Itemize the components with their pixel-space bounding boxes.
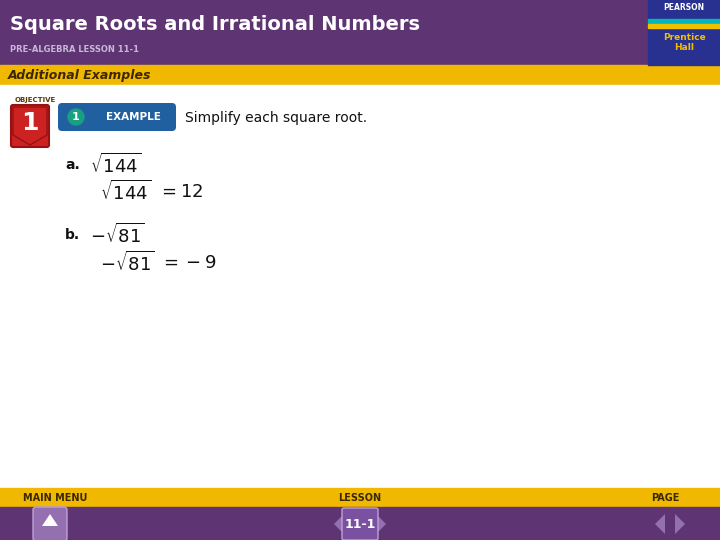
Text: Additional Examples: Additional Examples [8,69,151,82]
Text: Square Roots and Irrational Numbers: Square Roots and Irrational Numbers [10,15,420,33]
FancyBboxPatch shape [11,105,49,147]
Text: PRE-ALGEBRA LESSON 11-1: PRE-ALGEBRA LESSON 11-1 [10,44,139,53]
Text: b.: b. [65,228,80,242]
Text: OBJECTIVE: OBJECTIVE [15,97,56,103]
Polygon shape [13,107,47,145]
Bar [0,0,720,65]
Text: 11-1: 11-1 [344,517,376,530]
Bar [648,19,720,23]
Text: 1: 1 [22,111,39,135]
FancyBboxPatch shape [58,103,176,131]
Polygon shape [376,514,386,534]
Text: MAIN MENU: MAIN MENU [23,493,87,503]
Polygon shape [334,514,344,534]
Polygon shape [675,514,685,534]
Text: EXAMPLE: EXAMPLE [106,112,161,122]
Text: PAGE: PAGE [651,493,679,503]
Bar [0,488,720,507]
Text: $= -9$: $= -9$ [160,254,217,272]
Text: LESSON: LESSON [338,493,382,503]
FancyBboxPatch shape [33,507,67,540]
Text: a.: a. [65,158,80,172]
Text: $-\sqrt{81}$: $-\sqrt{81}$ [100,251,155,275]
Circle shape [68,109,84,125]
Text: $-\sqrt{81}$: $-\sqrt{81}$ [90,223,145,247]
Text: $\sqrt{144}$: $\sqrt{144}$ [90,153,141,177]
FancyBboxPatch shape [342,508,378,540]
Text: Prentice: Prentice [662,32,706,42]
Text: 1: 1 [72,112,80,122]
Bar [648,24,720,28]
Text: $= 12$: $= 12$ [158,183,203,201]
Text: Hall: Hall [674,43,694,51]
Text: PEARSON: PEARSON [663,3,705,12]
Text: Simplify each square root.: Simplify each square root. [185,111,367,125]
Bar [0,85,720,488]
Bar [0,65,720,85]
Text: $\sqrt{144}$: $\sqrt{144}$ [100,180,151,204]
Polygon shape [655,514,665,534]
Polygon shape [42,514,58,526]
Bar [0,507,720,540]
Bar [648,0,720,65]
